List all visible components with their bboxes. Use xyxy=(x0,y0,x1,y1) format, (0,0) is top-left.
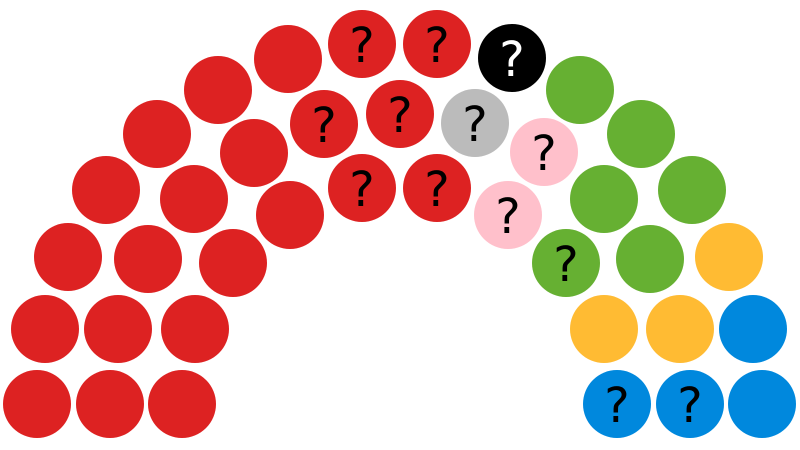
seat xyxy=(34,223,102,291)
seat xyxy=(695,223,763,291)
seat xyxy=(254,25,322,93)
seat xyxy=(160,165,228,233)
seat xyxy=(184,56,252,124)
seat-circle xyxy=(583,370,651,438)
seat-circle xyxy=(656,370,724,438)
seat-circle xyxy=(84,295,152,363)
seat xyxy=(728,370,796,438)
seat: ? xyxy=(328,154,396,222)
seat xyxy=(607,100,675,168)
seat: ? xyxy=(403,10,471,78)
seat-circle xyxy=(328,10,396,78)
seat-circle xyxy=(646,295,714,363)
seat: ? xyxy=(290,90,358,158)
seat xyxy=(76,370,144,438)
seat-circle xyxy=(76,370,144,438)
seat: ? xyxy=(510,118,578,186)
seat xyxy=(570,165,638,233)
seat-circle xyxy=(719,295,787,363)
seat: ? xyxy=(474,181,542,249)
seat-circle xyxy=(184,56,252,124)
seat: ? xyxy=(656,370,724,438)
seat xyxy=(646,295,714,363)
seat xyxy=(658,156,726,224)
seat xyxy=(256,181,324,249)
seat xyxy=(72,156,140,224)
seat: ? xyxy=(366,80,434,148)
seat xyxy=(114,225,182,293)
seat xyxy=(11,295,79,363)
seat xyxy=(123,100,191,168)
seat-circle xyxy=(478,24,546,92)
seat xyxy=(148,370,216,438)
seat-circle xyxy=(3,370,71,438)
seat-circle xyxy=(532,229,600,297)
seat-circle xyxy=(160,165,228,233)
seat-circle xyxy=(658,156,726,224)
seat-circle xyxy=(34,223,102,291)
seat-circle xyxy=(474,181,542,249)
seat xyxy=(616,225,684,293)
seat-circle xyxy=(695,223,763,291)
seat-circle xyxy=(72,156,140,224)
seat-circle xyxy=(728,370,796,438)
seat-circle xyxy=(123,100,191,168)
seat-circle xyxy=(510,118,578,186)
seat xyxy=(220,119,288,187)
seat: ? xyxy=(532,229,600,297)
seat-circle xyxy=(570,165,638,233)
seat-circle xyxy=(328,154,396,222)
seat-circle xyxy=(546,56,614,124)
seat-circle xyxy=(441,89,509,157)
seat: ? xyxy=(441,89,509,157)
seat-circle xyxy=(290,90,358,158)
seat-circle xyxy=(220,119,288,187)
seat-circle xyxy=(254,25,322,93)
seat: ? xyxy=(583,370,651,438)
seat-circle xyxy=(607,100,675,168)
seat-circle xyxy=(366,80,434,148)
seat xyxy=(546,56,614,124)
seat xyxy=(161,295,229,363)
seat xyxy=(719,295,787,363)
seat: ? xyxy=(478,24,546,92)
seat-circle xyxy=(256,181,324,249)
seat-circle xyxy=(403,154,471,222)
seat xyxy=(199,229,267,297)
seat-circle xyxy=(148,370,216,438)
seat xyxy=(84,295,152,363)
seat: ? xyxy=(403,154,471,222)
seat xyxy=(3,370,71,438)
seat-circle xyxy=(199,229,267,297)
seat-circle xyxy=(403,10,471,78)
seat: ? xyxy=(328,10,396,78)
seat-circle xyxy=(161,295,229,363)
seat-circle xyxy=(11,295,79,363)
seat xyxy=(570,295,638,363)
seat-circle xyxy=(114,225,182,293)
seat-circle xyxy=(570,295,638,363)
seat-circle xyxy=(616,225,684,293)
